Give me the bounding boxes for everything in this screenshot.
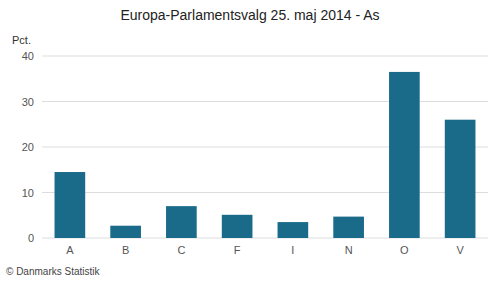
x-tick-label: A <box>66 244 74 256</box>
grid-line <box>42 101 488 102</box>
bar <box>222 215 253 238</box>
footer: © Danmarks Statistik <box>6 266 101 277</box>
x-tick-label: I <box>291 244 294 256</box>
bar <box>389 72 420 238</box>
y-tick-label: 10 <box>22 187 34 199</box>
x-tick-label: F <box>234 244 241 256</box>
x-tick-label: N <box>345 244 353 256</box>
grid-line <box>42 56 488 57</box>
y-tick-label: 30 <box>22 96 34 108</box>
grid <box>42 56 488 238</box>
x-tick-label: B <box>122 244 129 256</box>
grid-line <box>42 238 488 239</box>
bar <box>110 226 141 238</box>
chart: Europa-Parlamentsvalg 25. maj 2014 - As P… <box>0 0 500 282</box>
bar <box>278 222 309 238</box>
grid-line <box>42 147 488 148</box>
y-tick-label: 0 <box>28 232 34 244</box>
title: Europa-Parlamentsvalg 25. maj 2014 - As <box>120 7 379 23</box>
bar <box>166 206 197 238</box>
chart-container: Europa-Parlamentsvalg 25. maj 2014 - As P… <box>0 0 500 282</box>
x-tick-label: V <box>456 244 464 256</box>
bars <box>55 72 476 238</box>
y-axis-label: Pct. <box>12 34 31 46</box>
x-tick-label: O <box>400 244 409 256</box>
y-tick-label: 20 <box>22 141 34 153</box>
y-tick-label: 40 <box>22 50 34 62</box>
grid-line <box>42 192 488 193</box>
x-tick-label: C <box>177 244 185 256</box>
bar <box>55 172 86 238</box>
bar <box>333 217 364 238</box>
bar <box>445 120 476 238</box>
